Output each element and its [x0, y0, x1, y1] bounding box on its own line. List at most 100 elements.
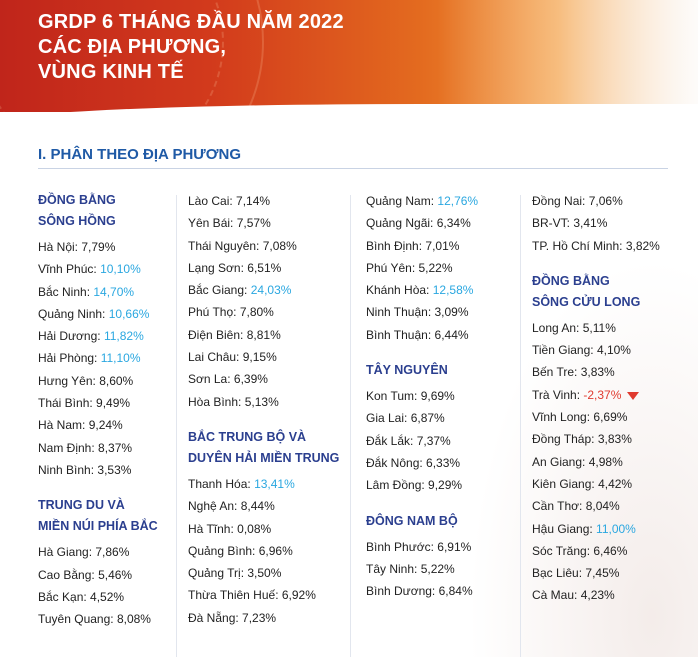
province-name: Cà Mau:	[532, 588, 578, 603]
province-row: Hòa Bình: 5,13%	[188, 391, 348, 413]
province-name: TP. Hồ Chí Minh:	[532, 238, 623, 253]
province-row: Lai Châu: 9,15%	[188, 346, 348, 368]
growth-value: 6,91%	[437, 539, 472, 554]
province-row: Tiền Giang: 4,10%	[532, 339, 692, 361]
growth-value: 9,29%	[428, 478, 463, 493]
column-divider	[520, 195, 521, 657]
province-name: Thái Bình:	[38, 396, 93, 411]
growth-value: 9,24%	[88, 418, 123, 433]
province-row: Sóc Trăng: 6,46%	[532, 540, 692, 562]
region-heading-line: TÂY NGUYÊN	[366, 363, 448, 378]
province-row: Gia Lai: 6,87%	[366, 407, 516, 429]
section-title: I. PHÂN THEO ĐỊA PHƯƠNG	[38, 146, 242, 163]
province-row: Hà Nội: 7,79%	[38, 236, 178, 258]
region-spacer	[366, 346, 516, 360]
growth-value: 6,96%	[258, 543, 293, 558]
region-heading-line: DUYÊN HẢI MIỀN TRUNG	[188, 450, 340, 465]
growth-value-highlight: 12,76%	[437, 194, 479, 208]
growth-value: 7,79%	[81, 240, 116, 254]
growth-value: 8,04%	[585, 499, 620, 514]
province-name: Tuyên Quang:	[38, 612, 114, 627]
province-name: Thừa Thiên Huế:	[188, 588, 279, 603]
province-row: Cao Bằng: 5,46%	[38, 564, 178, 586]
province-name: Ninh Thuận:	[366, 305, 432, 320]
province-row: Kiên Giang: 4,42%	[532, 473, 692, 495]
growth-value: 9,15%	[242, 350, 277, 365]
province-row: Quảng Bình: 6,96%	[188, 540, 348, 562]
title-line-3: VÙNG KINH TẾ	[38, 61, 184, 83]
province-row: Hải Phòng: 11,10%	[38, 347, 178, 369]
province-name: Đồng Tháp:	[532, 432, 595, 447]
column-3: Quảng Nam: 12,76% Quảng Ngãi: 6,34% Bình Đ…	[366, 190, 516, 602]
growth-value: 7,08%	[262, 238, 297, 253]
province-row: Thừa Thiên Huế: 6,92%	[188, 584, 348, 606]
growth-value-highlight: 13,41%	[254, 476, 295, 491]
province-row: Đồng Nai: 7,06%	[532, 190, 692, 212]
growth-value-highlight: 11,10%	[100, 351, 141, 366]
province-name: Sơn La:	[188, 372, 231, 387]
province-name: Bắc Ninh:	[38, 284, 91, 299]
province-row: Hà Giang: 7,86%	[38, 541, 178, 563]
growth-value: 9,49%	[96, 396, 131, 411]
column-2: Lào Cai: 7,14% Yên Bái: 7,57% Thái Nguyên:…	[188, 190, 348, 629]
province-row: Trà Vinh: -2,37%	[532, 384, 692, 406]
province-name: Hòa Bình:	[188, 394, 242, 409]
province-name: Lạng Sơn:	[188, 260, 244, 275]
growth-value: 3,83%	[597, 432, 632, 447]
province-row: Sơn La: 6,39%	[188, 368, 348, 390]
region-spacer	[38, 481, 178, 495]
growth-value: 5,22%	[420, 561, 455, 576]
province-name: Lào Cai:	[188, 194, 233, 208]
growth-value: 7,23%	[242, 610, 277, 625]
province-name: Bình Thuận:	[366, 327, 432, 342]
growth-value: 6,84%	[438, 584, 473, 599]
growth-value: 8,81%	[246, 327, 281, 342]
province-row: Ninh Thuận: 3,09%	[366, 301, 516, 323]
header-banner	[0, 0, 698, 112]
province-name: Hà Nam:	[38, 418, 86, 433]
province-row: Thái Bình: 9,49%	[38, 392, 178, 414]
province-row: Quảng Ninh: 10,66%	[38, 303, 178, 325]
province-name: Đắk Lắk:	[366, 433, 414, 448]
province-name: Điện Biên:	[188, 327, 244, 342]
province-row: Tây Ninh: 5,22%	[366, 558, 516, 580]
region-spacer	[532, 257, 692, 271]
region-spacer	[188, 413, 348, 427]
province-name: Quảng Ngãi:	[366, 216, 434, 231]
province-row: Cà Mau: 4,23%	[532, 584, 692, 606]
province-row: Ninh Bình: 3,53%	[38, 459, 178, 481]
growth-value: 4,98%	[588, 454, 623, 469]
province-row: Quảng Nam: 12,76%	[366, 190, 516, 212]
province-name: Kon Tum:	[366, 389, 418, 404]
province-name: Quảng Nam:	[366, 194, 435, 208]
growth-value-highlight: 10,66%	[108, 306, 150, 321]
province-name: Bến Tre:	[532, 365, 578, 380]
province-name: Cao Bằng:	[38, 567, 95, 582]
column-4: Đồng Nai: 7,06% BR-VT: 3,41% TP. Hồ Chí Mi…	[532, 190, 692, 607]
province-name: Hà Giang:	[38, 545, 93, 560]
province-name: Gia Lai:	[366, 411, 408, 426]
province-row: Bắc Ninh: 14,70%	[38, 281, 178, 303]
region-heading: BẮC TRUNG BỘ VÀ DUYÊN HẢI MIỀN TRUNG	[188, 427, 348, 469]
growth-value: 7,80%	[239, 305, 274, 320]
growth-value: 7,57%	[236, 216, 271, 231]
column-divider	[350, 195, 351, 657]
province-name: Phú Yên:	[366, 260, 416, 275]
region-heading-line: SÔNG CỬU LONG	[532, 294, 641, 309]
province-row: Đắk Lắk: 7,37%	[366, 430, 516, 452]
region-spacer	[366, 497, 516, 511]
province-name: Bạc Liêu:	[532, 566, 583, 581]
province-name: Thanh Hóa:	[188, 476, 251, 491]
growth-value: 8,08%	[116, 612, 151, 627]
drum-pattern-decoration	[0, 0, 264, 112]
province-name: Quảng Bình:	[188, 543, 256, 558]
province-name: Hải Dương:	[38, 329, 101, 344]
province-name: Hà Nội:	[38, 240, 79, 254]
province-name: Hà Tĩnh:	[188, 521, 234, 536]
growth-value: 4,42%	[598, 476, 633, 491]
province-name: Cần Thơ:	[532, 499, 583, 514]
province-row: Điện Biên: 8,81%	[188, 324, 348, 346]
province-name: Sóc Trăng:	[532, 543, 591, 558]
province-row: Hậu Giang: 11,00%	[532, 518, 692, 540]
province-name: Bắc Kạn:	[38, 589, 87, 604]
